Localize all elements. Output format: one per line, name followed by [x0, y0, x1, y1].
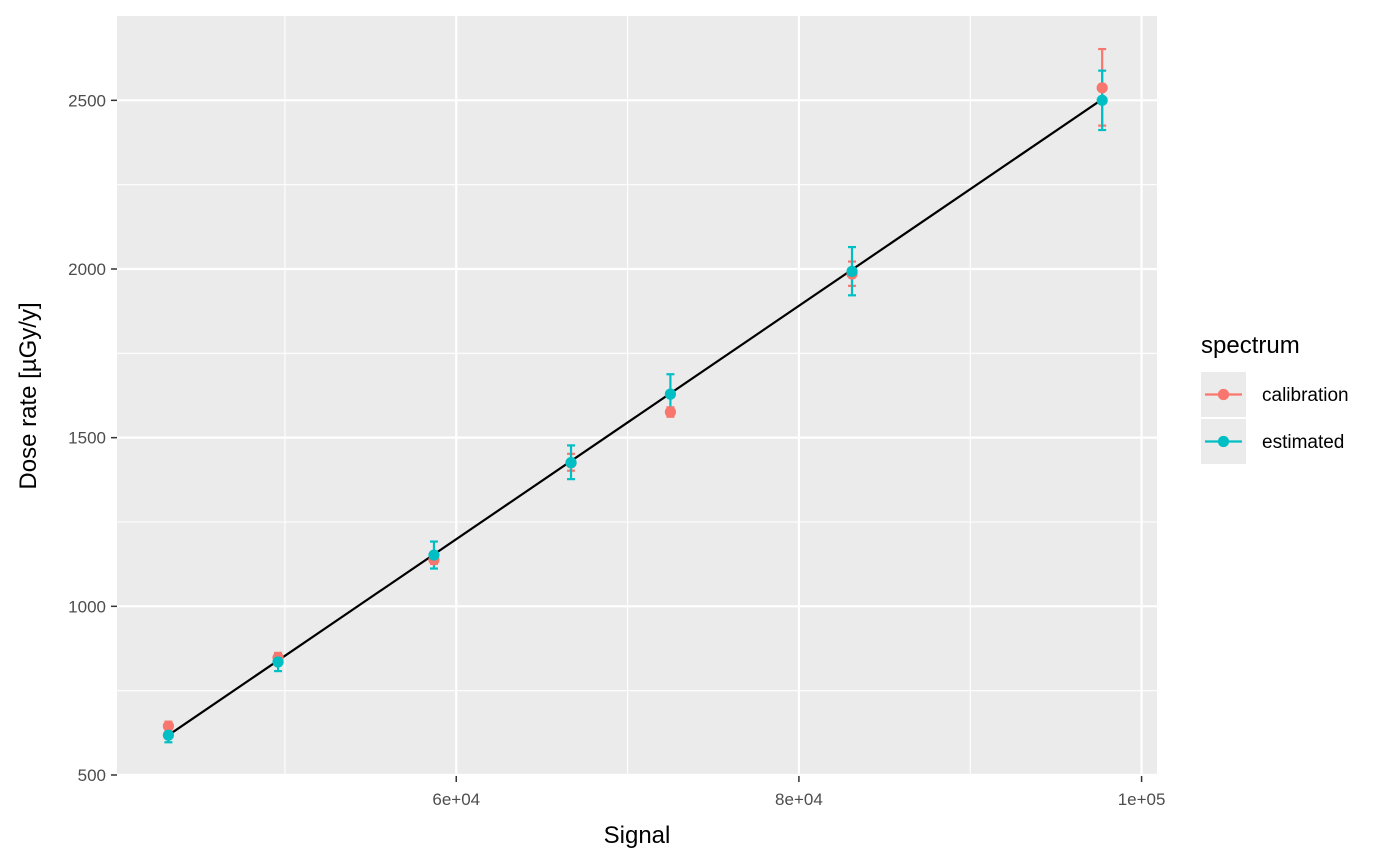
minor-gridlines	[117, 16, 1157, 776]
estimated-point	[272, 656, 284, 668]
legend-item-estimated: estimated	[1201, 419, 1344, 464]
legend-key-point	[1217, 435, 1230, 448]
x-tick-label: 1e+05	[1118, 790, 1166, 809]
x-tick-label: 8e+04	[775, 790, 823, 809]
plot-panel	[117, 16, 1157, 776]
estimated-point	[565, 457, 577, 469]
y-tick-label: 500	[78, 766, 106, 785]
estimated-point	[162, 729, 175, 741]
x-tick-label: 6e+04	[432, 790, 480, 809]
legend-title: spectrum	[1201, 332, 1300, 359]
calibration-point	[1096, 82, 1108, 94]
y-tick-label: 2000	[68, 260, 106, 279]
estimated-point	[664, 388, 677, 400]
legend-key-point	[1217, 388, 1230, 401]
x-axis-title: Signal	[604, 822, 671, 849]
calibration-point	[664, 406, 677, 418]
legend-items: calibration estimated	[1201, 372, 1349, 464]
legend-item-calibration: calibration	[1201, 372, 1349, 417]
calibration-point	[162, 720, 175, 732]
fit-line-group	[167, 98, 1103, 737]
estimated-point	[428, 549, 440, 561]
legend-label: estimated	[1262, 432, 1344, 453]
estimated-point	[846, 265, 858, 277]
y-tick-label: 2500	[68, 91, 106, 110]
major-gridlines	[117, 16, 1157, 777]
fit-line	[167, 98, 1103, 737]
legend-label: calibration	[1262, 385, 1349, 406]
x-axis: 6e+04 8e+04 1e+05	[432, 776, 1165, 809]
y-axis-title: Dose rate [µGy/y]	[15, 302, 42, 489]
legend: spectrum calibration estimated	[1201, 332, 1349, 464]
y-tick-label: 1500	[68, 429, 106, 448]
y-axis: 500 1000 1500 2000 2500	[68, 91, 117, 785]
y-tick-label: 1000	[68, 597, 106, 616]
data-points	[162, 82, 1108, 741]
estimated-point	[1096, 94, 1108, 106]
